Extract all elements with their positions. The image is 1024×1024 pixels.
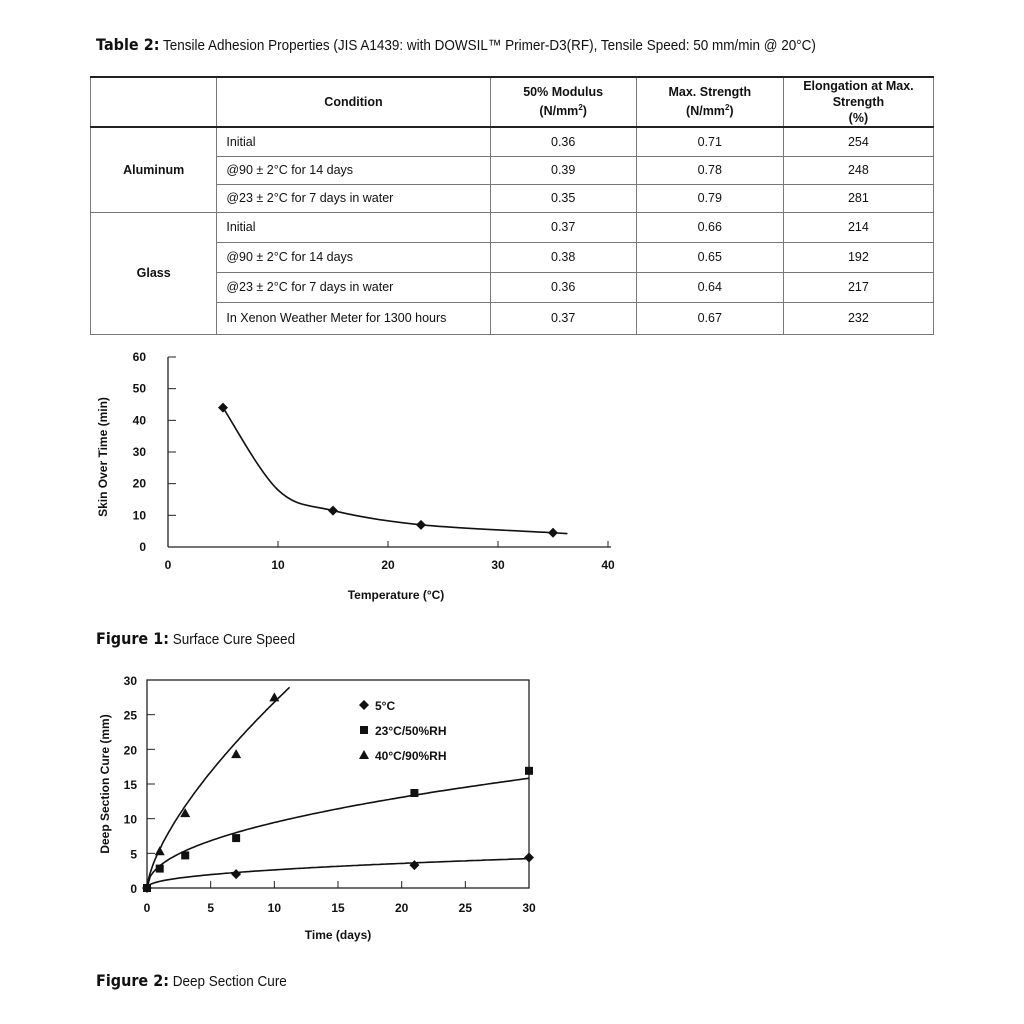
table-cell: Initial [216, 211, 491, 243]
column-header [89, 76, 218, 128]
x-tick-label: 10 [268, 901, 282, 915]
table-cell: 0.39 [489, 155, 637, 185]
legend-label: 5°C [375, 699, 395, 713]
table-cell: @23 ± 2°C for 7 days in water [216, 183, 491, 213]
x-tick-label: 0 [144, 901, 151, 915]
y-tick-label: 40 [133, 413, 147, 427]
legend-marker [359, 700, 369, 710]
table-cell: @23 ± 2°C for 7 days in water [216, 271, 491, 303]
data-point [328, 505, 338, 516]
data-point [269, 692, 280, 702]
data-point [231, 869, 242, 880]
figure1-caption: Figure 1: Surface Cure Speed [96, 629, 296, 648]
y-tick-label: 0 [139, 540, 146, 554]
data-point [410, 789, 419, 798]
x-tick-label: 40 [601, 558, 615, 572]
series-line [146, 857, 530, 889]
table-row: @23 ± 2°C for 7 days in water 0.35 0.79 281 [91, 183, 935, 213]
column-header: 50% Modulus (N/mm2) [489, 76, 637, 128]
y-tick-label: 30 [133, 445, 147, 459]
x-axis-label: Temperature (°C) [348, 588, 445, 602]
table-cell: Initial [216, 126, 491, 157]
table-cell: 0.67 [635, 301, 784, 335]
data-point [416, 519, 426, 530]
table-cell: 0.36 [489, 126, 637, 157]
data-point [231, 749, 242, 759]
y-tick-label: 0 [130, 882, 137, 896]
y-tick-label: 10 [133, 508, 147, 522]
data-point [180, 808, 191, 818]
y-tick-label: 20 [133, 477, 147, 491]
y-tick-label: 30 [124, 674, 138, 688]
data-point [181, 851, 190, 860]
x-tick-label: 30 [522, 901, 536, 915]
y-tick-label: 5 [130, 847, 137, 861]
column-header: Condition [216, 76, 491, 128]
table-cell: 248 [782, 155, 935, 185]
x-tick-label: 20 [395, 901, 409, 915]
x-tick-label: 10 [271, 558, 285, 572]
table-cell: In Xenon Weather Meter for 1300 hours [216, 301, 491, 335]
y-tick-label: 60 [133, 350, 147, 364]
data-point [409, 860, 420, 871]
x-tick-label: 25 [459, 901, 473, 915]
table-caption: Table 2: Tensile Adhesion Properties (JI… [96, 35, 816, 54]
x-tick-label: 30 [491, 558, 505, 572]
legend-marker [360, 726, 368, 734]
y-tick-label: 50 [133, 382, 147, 396]
data-point [548, 527, 558, 538]
data-point [154, 846, 165, 856]
legend-marker [359, 750, 369, 759]
table-row: @23 ± 2°C for 7 days in water 0.36 0.64 217 [91, 271, 935, 303]
table-cell: 0.71 [635, 126, 784, 157]
y-tick-label: 20 [124, 743, 138, 757]
table-row: @90 ± 2°C for 14 days 0.39 0.78 248 [91, 155, 935, 185]
table-row: Glass Initial 0.37 0.66 214 [89, 211, 935, 335]
x-axis-label: Time (days) [305, 928, 371, 942]
series-line [146, 686, 291, 889]
column-header: Elongation at Max. Strength (%) [782, 76, 935, 128]
legend-label: 40°C/90%RH [375, 749, 447, 763]
table-cell: @90 ± 2°C for 14 days [216, 155, 491, 185]
table-cell: 0.37 [489, 301, 637, 335]
group-label: Aluminum [89, 126, 218, 213]
x-tick-label: 0 [165, 558, 172, 572]
table-row: In Xenon Weather Meter for 1300 hours 0.3… [91, 301, 935, 335]
y-tick-label: 25 [124, 709, 138, 723]
figure2-caption: Figure 2: Deep Section Cure [96, 971, 287, 990]
data-point [524, 852, 534, 863]
data-point [525, 766, 533, 775]
series-line [146, 777, 530, 889]
data-point [155, 864, 164, 873]
column-header: Max. Strength (N/mm2) [635, 76, 784, 128]
y-tick-label: 15 [124, 778, 138, 792]
table-cell: 0.66 [635, 211, 784, 243]
table-row: Aluminum Initial 0.36 0.71 254 [89, 126, 935, 213]
x-tick-label: 20 [381, 558, 395, 572]
x-tick-label: 5 [207, 901, 214, 915]
series-line [222, 407, 568, 535]
y-axis-label: Skin Over Time (min) [96, 397, 110, 517]
data-point [218, 402, 228, 413]
table-cell: 254 [782, 126, 935, 157]
table-cell: 232 [782, 301, 935, 335]
tensile-adhesion-table: Condition 50% Modulus (N/mm2) Max. Strength… [89, 76, 935, 335]
group-label: Glass [89, 211, 218, 335]
table-cell: 192 [782, 241, 935, 273]
y-axis-label: Deep Section Cure (mm) [98, 714, 112, 853]
x-tick-label: 15 [331, 901, 345, 915]
table-cell: 0.78 [635, 155, 784, 185]
plot-frame [146, 679, 530, 889]
table-cell: 0.65 [635, 241, 784, 273]
table-cell: 0.36 [489, 271, 637, 303]
data-point [232, 834, 241, 843]
legend-label: 23°C/50%RH [375, 724, 447, 738]
y-tick-label: 10 [124, 813, 138, 827]
table-cell: 0.37 [489, 211, 637, 243]
